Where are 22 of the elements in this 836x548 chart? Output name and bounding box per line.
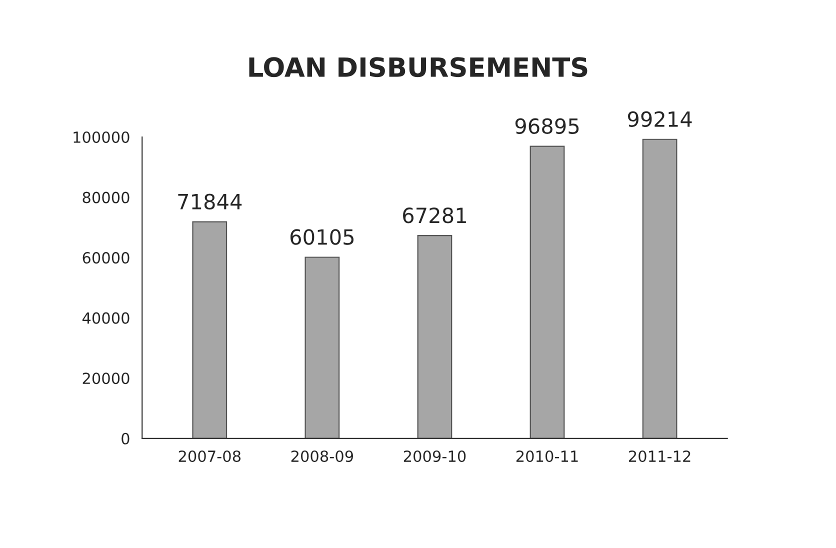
y-tick-label: 100000 <box>74 131 130 144</box>
data-label: 60105 <box>290 229 354 245</box>
y-tick-label: 0 <box>122 432 130 444</box>
x-tick-label: 2010-11 <box>516 450 578 462</box>
x-tick-label: 2008-09 <box>291 450 354 462</box>
x-tick-label: 2011-12 <box>629 450 690 462</box>
y-tick-label: 40000 <box>82 312 130 324</box>
bar <box>642 138 678 438</box>
x-tick-label: 2007-08 <box>178 450 241 462</box>
y-tick-label: 20000 <box>82 372 130 384</box>
data-label: 96895 <box>515 118 579 134</box>
bar <box>304 256 340 438</box>
y-tick-label: 80000 <box>82 192 130 204</box>
data-label: 99214 <box>628 111 692 127</box>
data-label: 71844 <box>178 194 242 210</box>
bar <box>417 235 452 438</box>
bar <box>530 146 565 438</box>
x-tick-label: 2009-10 <box>404 450 466 462</box>
data-label: 67281 <box>403 207 466 224</box>
y-tick-label: 60000 <box>82 252 130 264</box>
chart-title: LOAN DISBURSEMENTS <box>249 57 588 78</box>
bar <box>192 221 228 438</box>
